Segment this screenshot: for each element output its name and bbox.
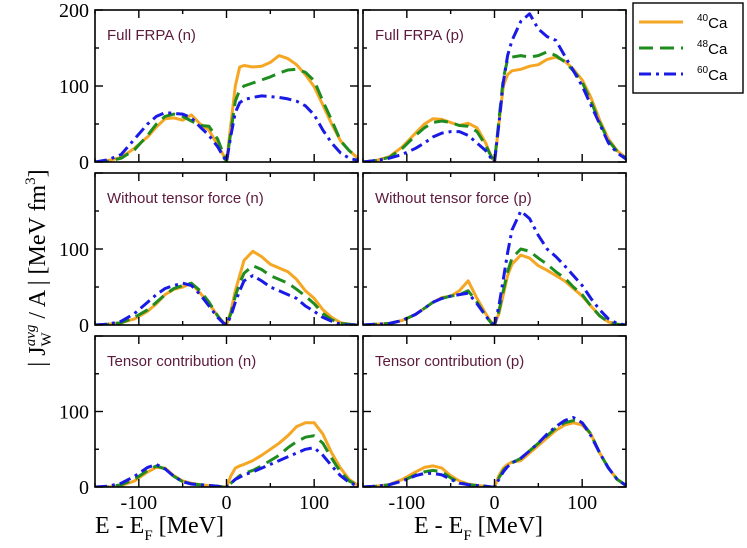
- series-line-60Ca: [95, 274, 358, 325]
- panel-full-p: Full FRPA (p): [362, 9, 627, 163]
- series-line-40Ca: [95, 249, 358, 325]
- panel-title: Full FRPA (n): [107, 27, 196, 44]
- panels-layer: 0 100 200 Full FRPA (n) Full FRPA (p) 0 100 Wit…: [59, 0, 627, 514]
- y-axis-label: | JWavg / A | [MeV fm3]: [23, 169, 55, 366]
- series-line-48Ca: [95, 67, 358, 162]
- x-tick-label: 0: [490, 492, 500, 514]
- series-line-48Ca: [363, 247, 626, 325]
- series-line-48Ca: [363, 419, 626, 487]
- x-tick-label: -100: [388, 492, 425, 514]
- panel-tensor-p: -100 0 100 Tensor contribution (p): [362, 335, 627, 514]
- legend-label: 48Ca: [697, 39, 728, 58]
- x-axis-label-left: E - EF [MeV]: [95, 513, 224, 544]
- panel-notensor-n: 0 100 Without tensor force (n): [59, 172, 359, 337]
- series-line-40Ca: [363, 421, 626, 487]
- legend-label: 60Ca: [697, 65, 728, 84]
- series-line-40Ca: [95, 421, 358, 487]
- x-axis-label-right: E - EF [MeV]: [414, 513, 543, 544]
- panel-title: Without tensor force (p): [375, 190, 532, 207]
- y-tick-label: 100: [59, 76, 89, 98]
- legend: 40Ca 48Ca 60Ca: [632, 2, 744, 94]
- y-tick-label: 200: [59, 0, 89, 22]
- y-tick-label: 0: [79, 152, 89, 174]
- x-tick-label: 100: [567, 492, 597, 514]
- y-tick-label: 100: [59, 239, 89, 261]
- series-line-60Ca: [95, 446, 358, 487]
- panel-full-n: 0 100 200 Full FRPA (n): [59, 0, 359, 174]
- series-line-60Ca: [95, 94, 358, 162]
- series-line-60Ca: [363, 416, 626, 487]
- panel-title: Tensor contribution (p): [375, 353, 524, 370]
- y-tick-label: 0: [79, 315, 89, 337]
- panel-title: Without tensor force (n): [107, 190, 264, 207]
- y-tick-label: 100: [59, 402, 89, 424]
- series-line-60Ca: [363, 12, 626, 162]
- x-tick-label: 0: [222, 492, 232, 514]
- legend-label: 40Ca: [697, 13, 728, 32]
- series-line-40Ca: [363, 253, 626, 325]
- series-line-48Ca: [95, 264, 358, 325]
- panel-title: Tensor contribution (n): [107, 353, 256, 370]
- series-line-60Ca: [363, 209, 626, 325]
- series-line-40Ca: [95, 54, 358, 162]
- y-tick-label: 0: [79, 477, 89, 499]
- panel-tensor-n: 0 100 -100 0 100 Tensor contribution (n): [59, 335, 359, 514]
- series-line-48Ca: [363, 50, 626, 162]
- x-tick-label: -100: [120, 492, 157, 514]
- panel-notensor-p: Without tensor force (p): [362, 172, 627, 326]
- legend-box: [632, 2, 744, 94]
- x-tick-label: 100: [299, 492, 329, 514]
- panel-title: Full FRPA (p): [375, 27, 464, 44]
